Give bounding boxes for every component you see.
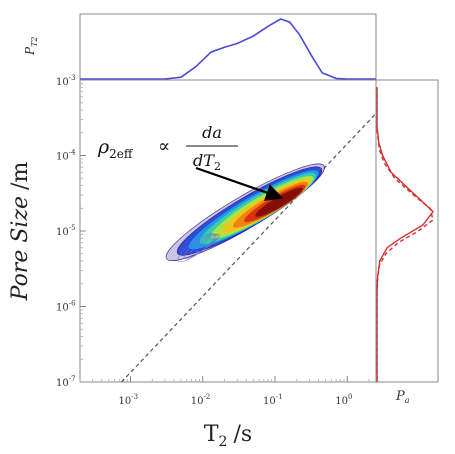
y-axis-ticks: 10-7 10-6 10-5 10-4 [56,79,86,389]
top-marginal-tick-label: 10-3 [56,74,76,88]
right-marginal-xlabel: Pa [395,389,410,405]
y-tick-label: 10-6 [56,300,76,314]
y-tick-label: 10-5 [56,224,76,238]
x-tick-label: 10-2 [191,393,211,407]
annotation-numerator: da [202,123,222,142]
y-tick-label: 10-4 [56,149,76,163]
annotation-formula: ρ2eff ∝ da dT2 [97,123,238,173]
annotation-arrow [195,166,284,201]
x-axis-ticks: 10-3 10-2 10-1 100 [79,376,370,407]
top-marginal-curve [80,18,376,80]
y-axis-label: Pore Size/m [8,162,33,302]
annotation-rho: ρ2eff [97,136,134,161]
right-marginal-solid-curve [376,87,434,382]
annotation-denominator: dT2 [193,151,221,173]
x-tick-label: 100 [335,393,352,407]
main-panel: 10-3 10-2 10-1 100 10-7 10-6 10-5 10-4 ρ2eff ∝… [8,79,377,450]
y-tick-label: 10-7 [56,375,76,389]
reference-dashed-line [121,113,376,382]
right-marginal-frame [375,79,439,383]
x-tick-label: 10-1 [263,393,283,407]
top-marginal-ylabel: PT2 [23,36,39,56]
right-marginal-dashed-curve [376,87,434,382]
top-marginal-panel: PT2 10-3 [23,13,377,88]
density-contours [165,163,325,263]
right-marginal-panel: Pa [375,79,439,405]
x-axis-label: T2/s [204,422,252,450]
density-tail-contour [196,234,220,253]
annotation-propto: ∝ [158,136,170,157]
x-tick-label: 10-3 [119,393,139,407]
